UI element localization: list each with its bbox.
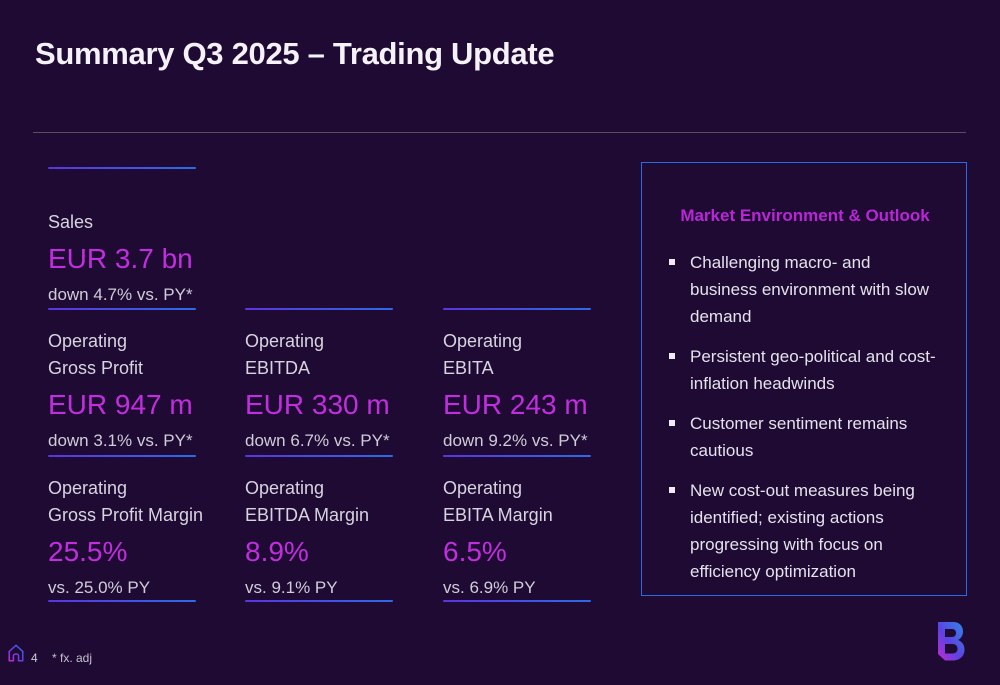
bullet-square-icon bbox=[668, 343, 690, 370]
kpi-label-line1: Operating bbox=[443, 331, 523, 351]
list-item: Persistent geo-political and cost-inflat… bbox=[668, 343, 942, 397]
bullet-text: Challenging macro- and business environm… bbox=[690, 253, 930, 326]
list-item: New cost-out measures being identified; … bbox=[668, 477, 942, 585]
accent-line bbox=[443, 308, 591, 310]
kpi-label: Operating EBITA bbox=[443, 328, 591, 382]
bullet-text: Persistent geo-political and cost-inflat… bbox=[690, 347, 936, 393]
kpi-delta: vs. 6.9% PY bbox=[443, 578, 536, 597]
kpi-value: 6.5% bbox=[443, 536, 507, 567]
home-icon[interactable] bbox=[7, 643, 25, 663]
kpi-label: Operating EBITDA bbox=[245, 328, 393, 382]
kpi-value: EUR 3.7 bn bbox=[48, 243, 193, 274]
kpi-sales: Sales EUR 3.7 bn down 4.7% vs. PY* bbox=[48, 167, 196, 306]
bullet-square-icon bbox=[668, 477, 690, 504]
outlook-box: Market Environment & Outlook Challenging… bbox=[641, 162, 967, 596]
outlook-bullet-list: Challenging macro- and business environm… bbox=[668, 249, 942, 585]
accent-line bbox=[245, 308, 393, 310]
kpi-label-line2: Gross Profit Margin bbox=[48, 505, 204, 525]
list-item: Challenging macro- and business environm… bbox=[668, 249, 942, 330]
kpi-gross-profit-margin: Operating Gross Profit Margin 25.5% vs. 2… bbox=[48, 455, 203, 599]
kpi-label-line2: EBITDA bbox=[245, 358, 311, 378]
accent-line bbox=[245, 455, 393, 457]
list-item: Customer sentiment remains cautious bbox=[668, 410, 942, 464]
kpi-value: 8.9% bbox=[245, 536, 309, 567]
kpi-ebitda-margin: Operating EBITDA Margin 8.9% vs. 9.1% PY bbox=[245, 455, 393, 599]
kpi-value: EUR 330 m bbox=[245, 389, 390, 420]
page-title: Summary Q3 2025 – Trading Update bbox=[35, 36, 555, 71]
accent-line bbox=[443, 600, 591, 602]
kpi-delta: vs. 9.1% PY bbox=[245, 578, 338, 597]
accent-line bbox=[443, 455, 591, 457]
kpi-value: EUR 947 m bbox=[48, 389, 193, 420]
page-number: 4 bbox=[31, 651, 38, 665]
kpi-label-line1: Operating bbox=[443, 478, 523, 498]
kpi-label: Sales bbox=[48, 212, 94, 232]
kpi-label-line1: Operating bbox=[245, 478, 325, 498]
kpi-ebita-margin: Operating EBITA Margin 6.5% vs. 6.9% PY bbox=[443, 455, 591, 599]
kpi-label-line2: Gross Profit bbox=[48, 358, 144, 378]
kpi-delta: vs. 25.0% PY bbox=[48, 578, 151, 597]
kpi-label-line1: Operating bbox=[48, 331, 128, 351]
kpi-delta: down 3.1% vs. PY* bbox=[48, 431, 193, 450]
kpi-value: EUR 243 m bbox=[443, 389, 588, 420]
accent-line bbox=[48, 600, 196, 602]
kpi-value: 25.5% bbox=[48, 536, 128, 567]
kpi-gross-profit: Operating Gross Profit EUR 947 m down 3.1… bbox=[48, 308, 196, 452]
kpi-label-line1: Operating bbox=[48, 478, 128, 498]
brand-logo-b-icon bbox=[938, 622, 965, 661]
kpi-label-line1: Operating bbox=[245, 331, 325, 351]
kpi-delta: down 9.2% vs. PY* bbox=[443, 431, 588, 450]
accent-line bbox=[48, 308, 196, 310]
bullet-square-icon bbox=[668, 249, 690, 276]
kpi-label-line2: EBITA Margin bbox=[443, 505, 553, 525]
title-divider bbox=[33, 132, 966, 133]
kpi-label: Operating EBITA Margin bbox=[443, 475, 591, 529]
kpi-label-line2: EBITA bbox=[443, 358, 494, 378]
bullet-text: New cost-out measures being identified; … bbox=[690, 481, 915, 581]
outlook-title: Market Environment & Outlook bbox=[680, 206, 930, 225]
kpi-delta: down 4.7% vs. PY* bbox=[48, 285, 193, 304]
bullet-square-icon bbox=[668, 410, 690, 437]
bullet-text: Customer sentiment remains cautious bbox=[690, 414, 908, 460]
accent-line bbox=[48, 455, 196, 457]
accent-line bbox=[245, 600, 393, 602]
kpi-delta: down 6.7% vs. PY* bbox=[245, 431, 390, 450]
kpi-label-line2: EBITDA Margin bbox=[245, 505, 370, 525]
kpi-label: Operating Gross Profit bbox=[48, 328, 196, 382]
kpi-label: Operating EBITDA Margin bbox=[245, 475, 393, 529]
kpi-ebitda: Operating EBITDA EUR 330 m down 6.7% vs. … bbox=[245, 308, 393, 452]
kpi-label: Operating Gross Profit Margin bbox=[48, 475, 203, 529]
kpi-ebita: Operating EBITA EUR 243 m down 9.2% vs. P… bbox=[443, 308, 591, 452]
footnote: * fx. adj bbox=[52, 651, 93, 665]
accent-line bbox=[48, 167, 196, 169]
